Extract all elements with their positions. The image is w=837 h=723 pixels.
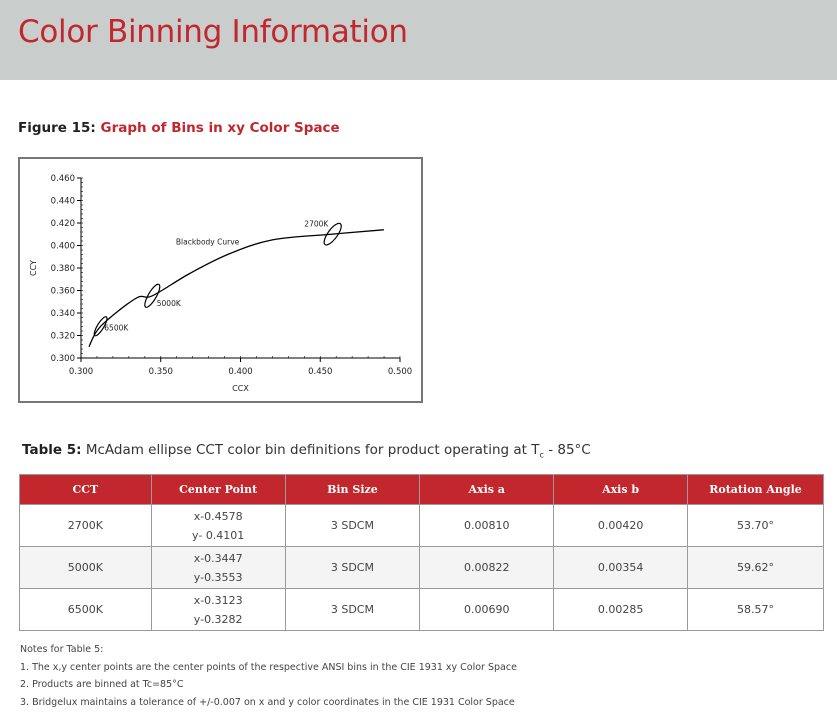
cell-cct: 6500K: [19, 588, 152, 631]
blackbody-curve-line: [88, 229, 385, 348]
col-header-axis-b: Axis b: [553, 474, 689, 505]
cell-center-point: x-0.3447 y-0.3553: [150, 546, 286, 589]
figure-title: Graph of Bins in xy Color Space: [100, 120, 340, 136]
chart-axes: [80, 178, 400, 359]
annotation-6500k: 6500K: [104, 323, 129, 332]
chart-ellipses: [93, 222, 342, 337]
y-tick-label: 0.320: [51, 332, 75, 342]
x-tick-label: 0.500: [388, 367, 412, 377]
cell-center-point: x-0.4578 y- 0.4101: [150, 504, 286, 547]
note-item: 3. Bridgelux maintains a tolerance of +/…: [20, 696, 515, 708]
table-label: Table 5:: [22, 442, 82, 458]
cell-rotation-angle: 59.62°: [687, 546, 824, 589]
cell-bin-size: 3 SDCM: [284, 546, 421, 589]
header-banner: Color Binning Information: [0, 0, 837, 80]
cell-axis-a: 0.00690: [419, 588, 555, 631]
y-axis-title: CCY: [29, 260, 38, 276]
table-header-row: CCT Center Point Bin Size Axis a Axis b …: [19, 474, 824, 505]
chart-frame: 0.300 0.320 0.340 0.360 0.380 0.400 0.420 0.440…: [18, 157, 423, 403]
note-item: 1. The x,y center points are the center …: [20, 661, 517, 673]
figure-caption: Figure 15: Graph of Bins in xy Color Spa…: [18, 120, 340, 136]
cell-axis-b: 0.00285: [553, 588, 689, 631]
x-axis-title: CCX: [232, 384, 249, 393]
y-tick-label: 0.340: [51, 309, 75, 319]
y-tick-label: 0.420: [51, 219, 75, 229]
cell-axis-b: 0.00420: [553, 504, 689, 547]
center-x: x-0.3447: [193, 551, 243, 565]
x-tick-label: 0.400: [228, 367, 252, 377]
table-row: 5000K x-0.3447 y-0.3553 3 SDCM 0.00822 0.…: [19, 546, 824, 589]
y-tick-label: 0.360: [51, 287, 75, 297]
table-caption-tail: - 85°C: [543, 442, 591, 458]
bin-table: CCT Center Point Bin Size Axis a Axis b …: [19, 474, 824, 631]
table-notes: Notes for Table 5: 1. The x,y center poi…: [20, 641, 517, 711]
table-row: 6500K x-0.3123 y-0.3282 3 SDCM 0.00690 0.…: [19, 588, 824, 631]
cell-axis-a: 0.00810: [419, 504, 555, 547]
cell-rotation-angle: 58.57°: [687, 588, 824, 631]
notes-title: Notes for Table 5:: [20, 644, 104, 655]
chart-labels: CCX CCY Blackbody Curve 6500K 5000K 2700K: [29, 220, 329, 393]
cell-center-point: x-0.3123 y-0.3282: [150, 588, 286, 631]
cell-axis-b: 0.00354: [553, 546, 689, 589]
y-tick-label: 0.300: [51, 354, 75, 364]
x-tick-label: 0.350: [149, 367, 173, 377]
col-header-center-point: Center Point: [150, 474, 286, 505]
center-y: y-0.3282: [193, 612, 243, 626]
cell-bin-size: 3 SDCM: [284, 588, 421, 631]
table-caption-text: McAdam ellipse CCT color bin definitions…: [85, 442, 540, 458]
center-x: x-0.3123: [193, 593, 243, 607]
col-header-axis-a: Axis a: [419, 474, 555, 505]
y-tick-label: 0.460: [51, 174, 75, 184]
x-tick-label: 0.450: [308, 367, 332, 377]
cell-axis-a: 0.00822: [419, 546, 555, 589]
center-x: x-0.4578: [193, 509, 243, 523]
table-caption-sub: c: [539, 450, 544, 460]
col-header-rotation-angle: Rotation Angle: [687, 474, 824, 505]
center-y: y- 0.4101: [192, 528, 245, 542]
chart-ticks: 0.300 0.320 0.340 0.360 0.380 0.400 0.420 0.440…: [51, 174, 413, 377]
cell-cct: 5000K: [19, 546, 152, 589]
cell-bin-size: 3 SDCM: [284, 504, 421, 547]
annotation-blackbody-curve: Blackbody Curve: [176, 237, 240, 246]
page-title: Color Binning Information: [18, 14, 408, 50]
y-tick-label: 0.440: [51, 197, 75, 207]
annotation-5000k: 5000K: [157, 299, 182, 308]
col-header-bin-size: Bin Size: [284, 474, 421, 505]
annotation-2700k: 2700K: [304, 220, 329, 229]
bin-ellipse-5000k: [144, 283, 161, 308]
figure-label: Figure 15:: [18, 120, 96, 136]
chart-series: [88, 229, 385, 348]
xy-color-space-chart: 0.300 0.320 0.340 0.360 0.380 0.400 0.420 0.440…: [29, 174, 413, 393]
y-tick-label: 0.380: [51, 264, 75, 274]
y-tick-label: 0.400: [51, 242, 75, 252]
bin-ellipse-6500k: [93, 316, 108, 337]
center-y: y-0.3553: [193, 570, 243, 584]
bin-ellipse-2700k: [323, 222, 342, 246]
table-row: 2700K x-0.4578 y- 0.4101 3 SDCM 0.00810 0…: [19, 504, 824, 547]
x-tick-label: 0.300: [69, 367, 93, 377]
cell-cct: 2700K: [19, 504, 152, 547]
note-item: 2. Products are binned at Tc=85°C: [20, 679, 184, 690]
col-header-cct: CCT: [19, 474, 152, 505]
cell-rotation-angle: 53.70°: [687, 504, 824, 547]
table-caption: Table 5: McAdam ellipse CCT color bin de…: [22, 442, 591, 460]
